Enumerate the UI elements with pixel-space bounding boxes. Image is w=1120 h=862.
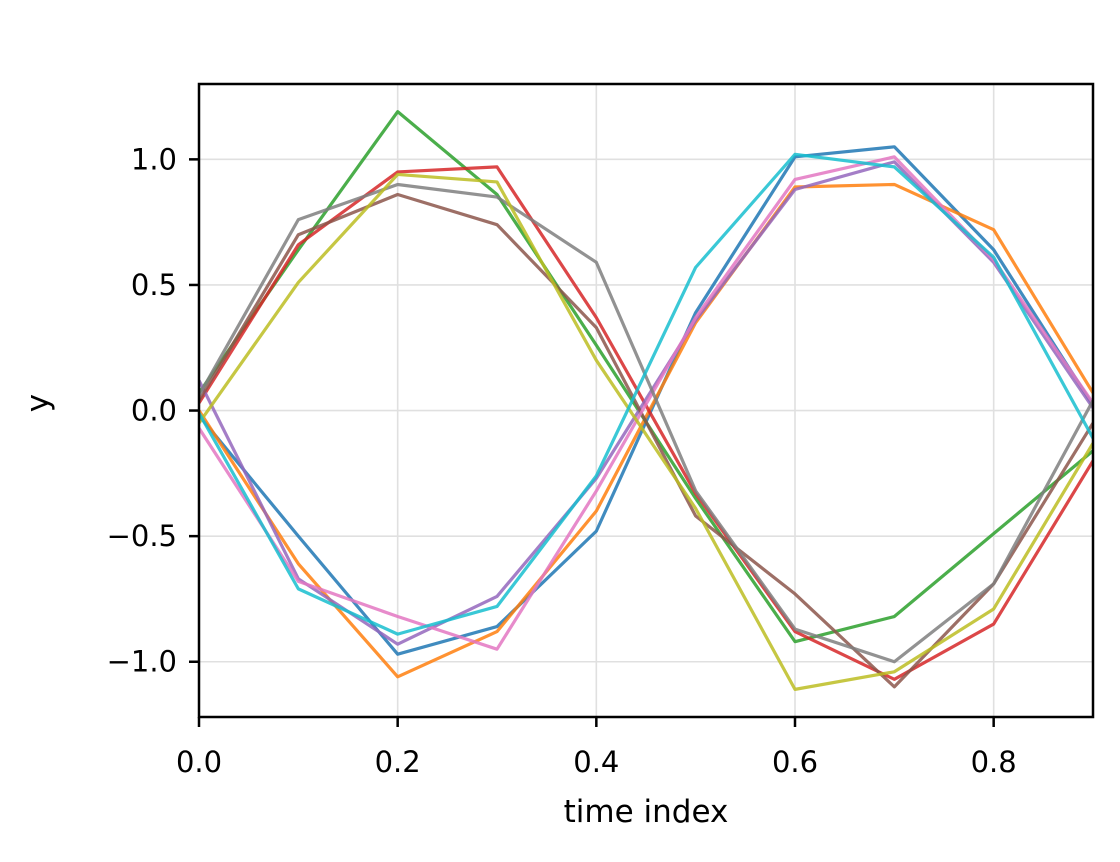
plot-border bbox=[197, 82, 1095, 719]
chart-line-series-8-olive bbox=[199, 172, 1093, 691]
y-tick-label: −0.5 bbox=[107, 519, 177, 553]
chart-line-series-6-pink bbox=[199, 155, 1093, 651]
y-tick-label: 1.0 bbox=[131, 142, 177, 176]
y-tick-label: −1.0 bbox=[107, 645, 177, 679]
chart-line-series-9-cyan bbox=[199, 152, 1093, 636]
chart-line-series-7-gray bbox=[199, 182, 1093, 664]
y-tick-label: 0.0 bbox=[131, 394, 177, 428]
x-tick-label: 0.6 bbox=[772, 745, 818, 779]
x-tick-label: 0.4 bbox=[573, 745, 619, 779]
x-tick-label: 0.2 bbox=[375, 745, 421, 779]
y-tick-label: 0.5 bbox=[131, 268, 177, 302]
chart-series bbox=[199, 110, 1093, 691]
tick-labels: 0.0 0.2 0.4 0.6 0.8 1.0 0.5 0.0 −0.5 −1.0 bbox=[107, 142, 1017, 779]
x-tick-label: 0.8 bbox=[971, 745, 1017, 779]
chart-line-series-5-brown bbox=[199, 192, 1093, 689]
grid-lines bbox=[198, 84, 1093, 717]
y-axis-label: y bbox=[20, 394, 56, 412]
axes bbox=[189, 82, 1095, 727]
x-axis-label: time index bbox=[564, 794, 729, 830]
x-tick-label: 0.0 bbox=[176, 745, 222, 779]
